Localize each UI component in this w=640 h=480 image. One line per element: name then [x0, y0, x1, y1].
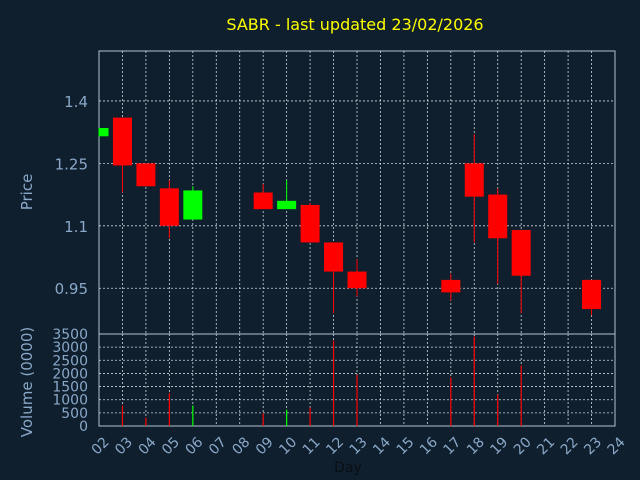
x-axis-label: Day	[334, 460, 362, 476]
x-tick-label: 21	[534, 434, 558, 458]
x-tick-label: 11	[300, 434, 324, 458]
x-tick-label: 03	[112, 434, 136, 458]
x-tick-label: 19	[487, 434, 511, 458]
volume-axis-label: Volume (0000)	[18, 327, 36, 437]
x-axis-ticks: 02 03 04 05 06 07 08 09 10 11 12 13 14 15 16 17 18 19 20 21…	[89, 434, 629, 458]
price-panel: 1.4 1.25 1.1 0.95 Price	[18, 50, 616, 335]
x-tick-label: 05	[159, 434, 183, 458]
candle-body	[112, 117, 132, 166]
candle-body	[347, 271, 367, 289]
candle-body	[441, 279, 461, 293]
x-tick-label: 10	[276, 434, 300, 458]
x-tick-label: 23	[581, 434, 605, 458]
x-tick-label: 20	[511, 434, 535, 458]
candle-body	[99, 127, 109, 137]
candle-body	[277, 200, 297, 210]
x-tick-label: 18	[464, 434, 488, 458]
volume-tick-label: 2500	[52, 353, 88, 369]
volume-tick-label: 500	[61, 406, 88, 422]
candle-body	[488, 194, 508, 239]
candle-body	[300, 204, 320, 243]
volume-tick-label: 2000	[52, 366, 88, 382]
candle-body	[324, 242, 344, 272]
candle-body	[511, 229, 531, 276]
x-tick-label: 16	[417, 434, 441, 458]
x-tick-label: 02	[89, 434, 113, 458]
x-tick-label: 12	[323, 434, 347, 458]
price-axis-ticks: 1.4 1.25 1.1 0.95	[55, 93, 88, 298]
x-tick-label: 22	[558, 434, 582, 458]
x-tick-label: 24	[605, 434, 629, 458]
price-tick-label: 0.95	[55, 280, 88, 298]
price-axis-label: Price	[18, 174, 36, 211]
x-tick-label: 06	[183, 434, 207, 458]
x-tick-label: 08	[229, 434, 253, 458]
x-tick-label: 14	[370, 434, 394, 458]
candle-body	[253, 192, 273, 210]
candles	[98, 117, 602, 316]
candle-body	[464, 163, 484, 197]
candle-body	[136, 163, 156, 187]
price-tick-label: 1.4	[64, 93, 88, 111]
price-tick-label: 1.25	[55, 155, 88, 173]
volume-tick-label: 3000	[52, 340, 88, 356]
candle-body	[159, 188, 179, 226]
x-tick-label: 17	[441, 434, 465, 458]
volume-bars	[121, 336, 522, 426]
x-tick-label: 07	[206, 434, 230, 458]
price-tick-label: 1.1	[64, 218, 88, 236]
volume-tick-label: 3500	[52, 327, 88, 343]
candle-body	[582, 279, 602, 310]
volume-tick-label: 1000	[52, 393, 88, 409]
volume-tick-label: 1500	[52, 380, 88, 396]
x-tick-label: 09	[253, 434, 277, 458]
x-tick-label: 04	[136, 434, 160, 458]
volume-tick-label: 0	[79, 419, 88, 435]
x-tick-label: 13	[347, 434, 371, 458]
chart-title: SABR - last updated 23/02/2026	[226, 15, 483, 34]
x-tick-label: 15	[394, 434, 418, 458]
candle-body	[183, 190, 203, 220]
